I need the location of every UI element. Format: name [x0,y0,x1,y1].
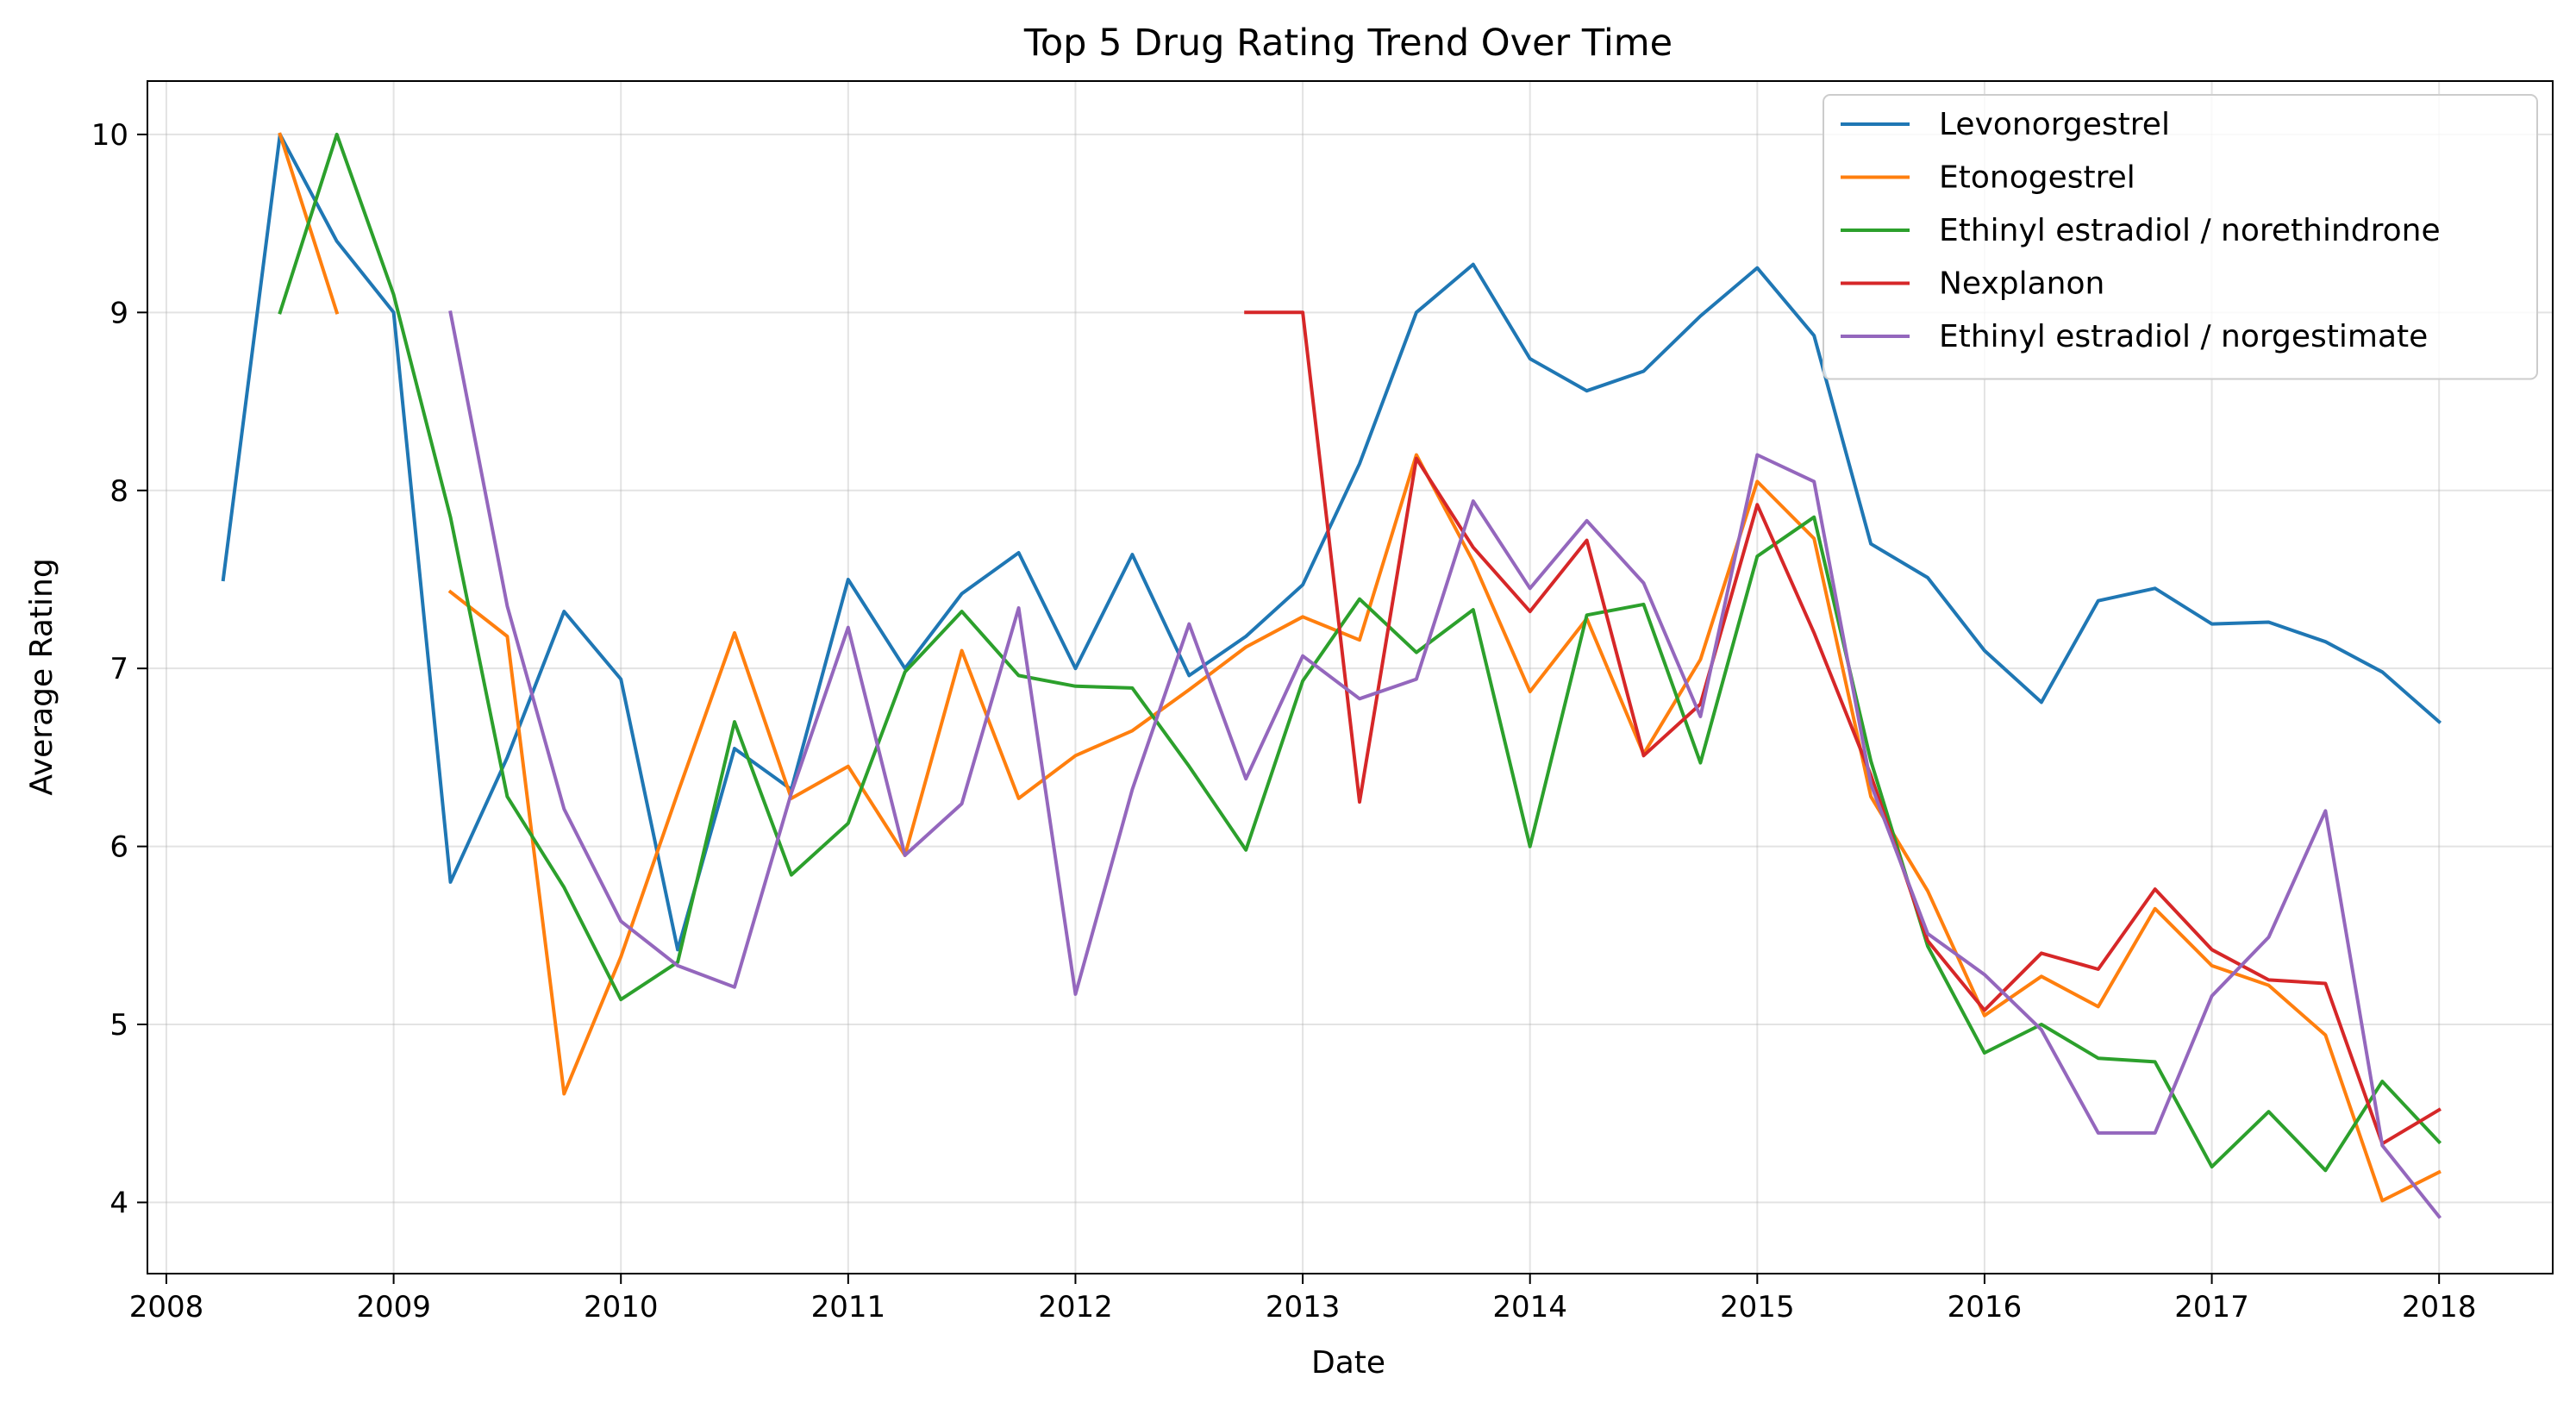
x-tick-label: 2015 [1720,1290,1795,1324]
legend-box [1823,94,2538,380]
x-tick-label: 2018 [2402,1290,2477,1324]
legend-item: Etonogestrel [1841,160,2135,196]
y-tick-label: 7 [109,652,128,686]
legend-label: Etonogestrel [1939,160,2135,196]
chart-title: Top 5 Drug Rating Trend Over Time [1023,22,1673,65]
x-tick-label: 2010 [584,1290,659,1324]
series-line [448,310,2442,1219]
series-4 [448,310,2442,1219]
legend-label: Levonorgestrel [1939,107,2170,142]
plot-area-frame [147,80,2554,1274]
y-tick-label: 10 [91,118,128,153]
x-tick-label: 2009 [356,1290,431,1324]
y-tick-label: 8 [109,474,128,509]
x-tick-label: 2013 [1266,1290,1341,1324]
x-tick-label: 2011 [811,1290,886,1324]
y-tick-label: 4 [109,1186,128,1220]
y-tick-label: 5 [109,1008,128,1043]
tick-layer: 2008 2009 2010 2011 2012 2013 2014 2015 2016 2017… [91,118,2477,1324]
x-tick-label: 2016 [1948,1290,2023,1324]
y-tick-label: 9 [109,296,128,330]
legend-item: Ethinyl estradiol / norgestimate [1841,319,2428,354]
x-tick-label: 2014 [1492,1290,1567,1324]
legend: Levonorgestrel Etonogestrel Ethinyl estrad… [1823,94,2538,380]
series-layer [221,132,2442,1219]
legend-item: Levonorgestrel [1841,107,2170,142]
x-axis-title: Date [1311,1345,1385,1381]
legend-item: Ethinyl estradiol / norethindrone [1841,213,2441,248]
x-tick-label: 2012 [1038,1290,1113,1324]
legend-item: Nexplanon [1841,266,2104,302]
x-tick-label: 2017 [2174,1290,2249,1324]
series-line [221,132,2442,952]
series-line [278,132,2442,1173]
x-tick-label: 2008 [129,1290,204,1324]
y-axis-title: Average Rating [24,558,59,795]
legend-label: Ethinyl estradiol / norethindrone [1939,213,2441,248]
series-0 [221,132,2442,952]
y-tick-label: 6 [109,830,128,865]
legend-label: Nexplanon [1939,266,2104,302]
legend-label: Ethinyl estradiol / norgestimate [1939,319,2428,354]
series-2 [278,132,2442,1173]
